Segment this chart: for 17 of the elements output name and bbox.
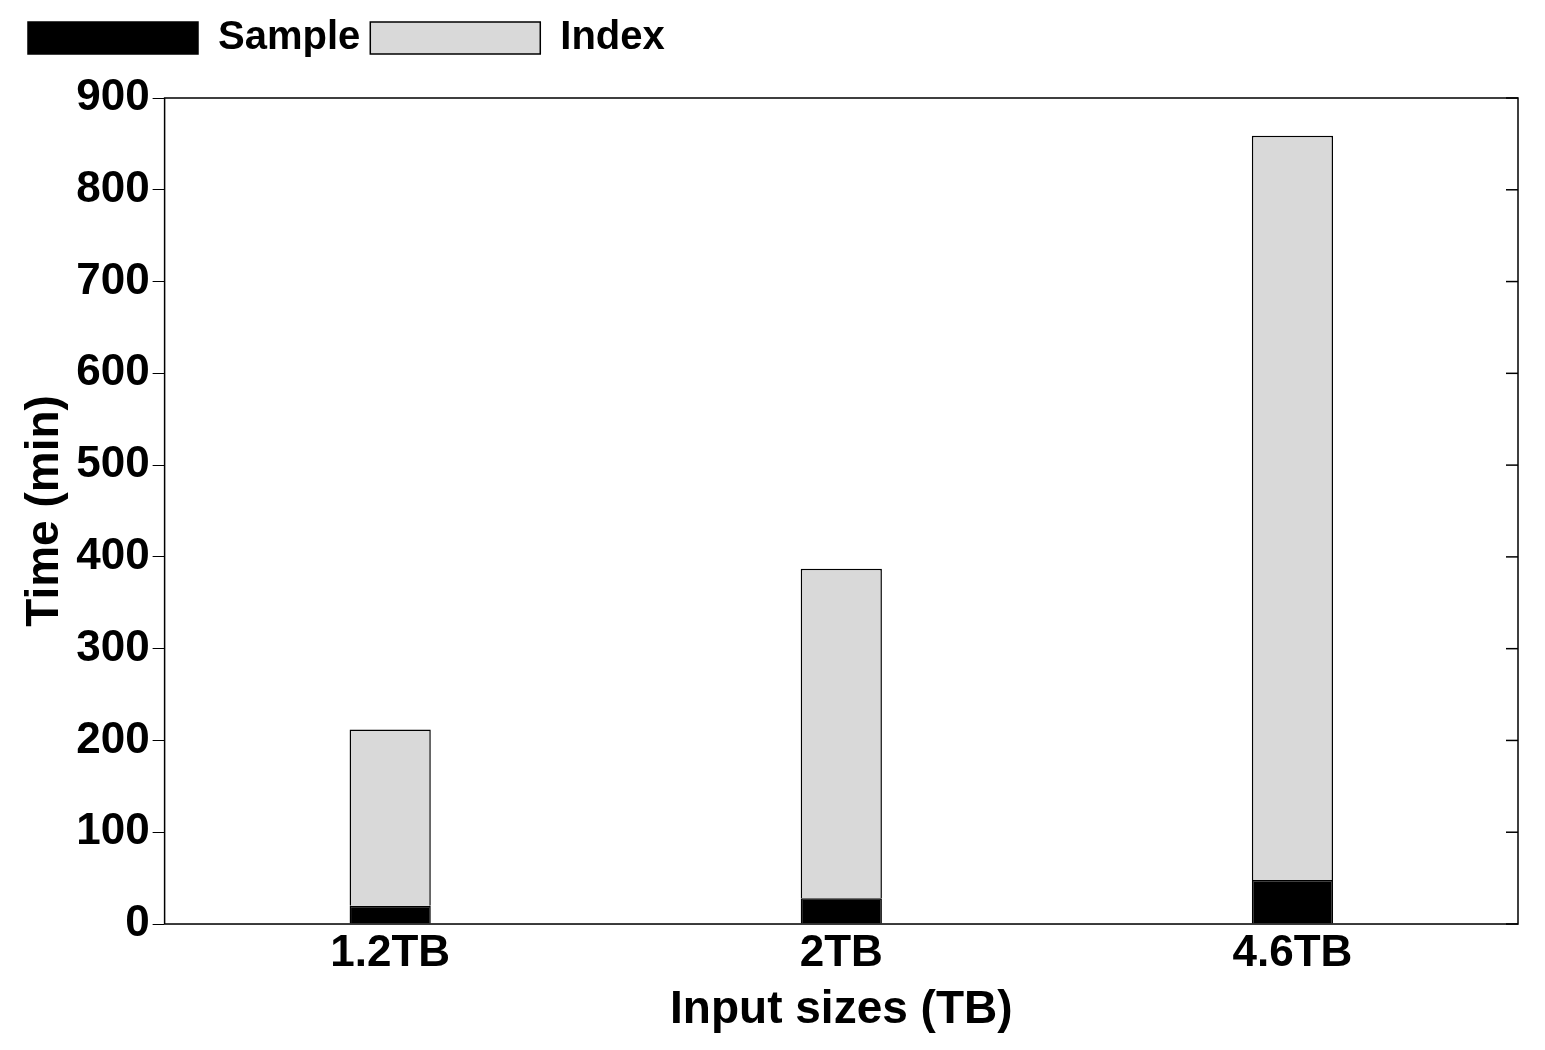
y-tick-label: 800 — [76, 161, 150, 211]
y-tick-label: 200 — [76, 712, 150, 762]
y-tick-label: 600 — [76, 345, 150, 395]
legend-label: Index — [560, 13, 665, 58]
x-axis-title: Input sizes (TB) — [670, 981, 1013, 1034]
y-tick-label: 900 — [76, 70, 150, 120]
x-tick-label: 2TB — [799, 925, 883, 975]
y-tick-label: 400 — [76, 529, 150, 579]
y-tick-label: 0 — [125, 896, 150, 946]
legend-label: Sample — [218, 13, 361, 58]
y-tick-label: 700 — [76, 253, 150, 303]
y-tick-label: 300 — [76, 620, 150, 670]
y-tick-label: 500 — [76, 437, 150, 487]
x-tick-label: 1.2TB — [330, 925, 451, 975]
x-tick-label: 4.6TB — [1232, 925, 1353, 975]
y-tick-label: 100 — [76, 804, 150, 854]
y-axis-title: Time (min) — [16, 395, 69, 627]
